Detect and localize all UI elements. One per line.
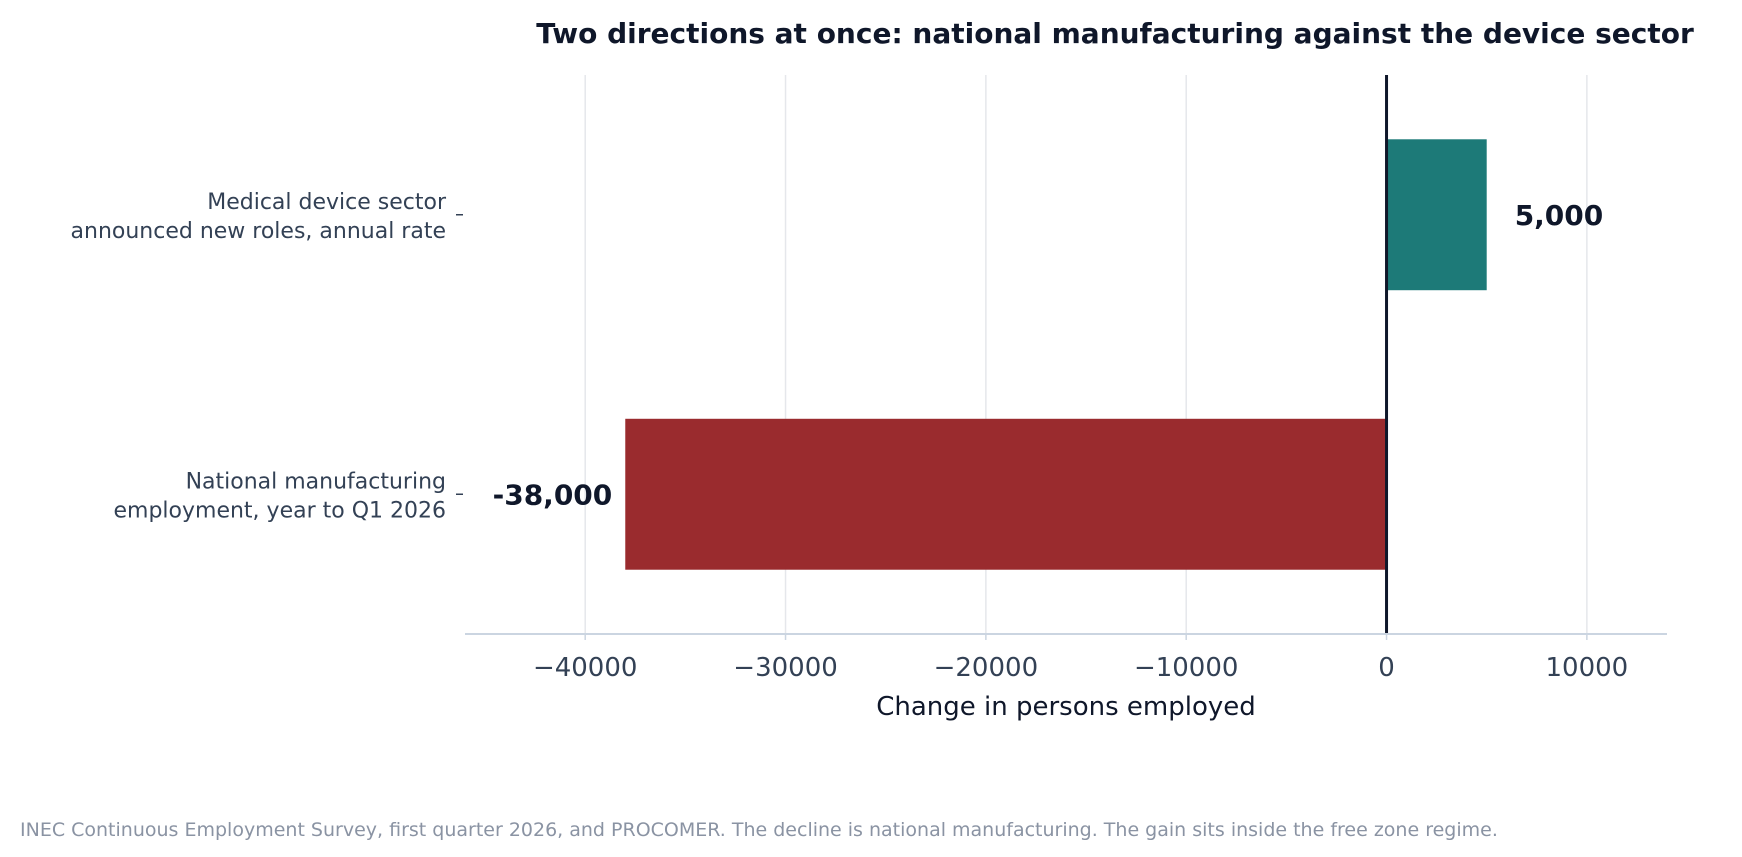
x-axis-ticks: −40000 −30000 −20000 −10000 0 10000: [533, 634, 1628, 683]
bar: [1386, 139, 1487, 291]
category-label-line: employment, year to Q1 2026: [114, 498, 447, 523]
bar: [625, 418, 1387, 570]
bars: [625, 139, 1487, 570]
x-axis-title: Change in persons employed: [876, 692, 1256, 722]
data-label: 5,000: [1515, 199, 1604, 232]
x-tick-label: −10000: [1134, 653, 1239, 683]
data-labels: 5,000 -38,000: [493, 199, 1604, 512]
x-tick-label: 10000: [1546, 653, 1629, 683]
category-label-line: National manufacturing: [186, 469, 446, 494]
category-label: National manufacturing employment, year t…: [114, 469, 447, 523]
x-tick-label: 0: [1378, 653, 1395, 683]
x-tick-label: −40000: [533, 653, 638, 683]
x-tick-label: −20000: [934, 653, 1039, 683]
chart-title: Two directions at once: national manufac…: [536, 17, 1694, 50]
source-note: INEC Continuous Employment Survey, first…: [20, 819, 1498, 841]
category-labels: Medical device sector announced new roles…: [71, 190, 463, 523]
category-label-line: Medical device sector: [207, 190, 447, 215]
category-label-line: announced new roles, annual rate: [71, 219, 446, 244]
x-tick-label: −30000: [733, 653, 838, 683]
category-label: Medical device sector announced new roles…: [71, 190, 447, 244]
data-label: -38,000: [493, 478, 613, 511]
